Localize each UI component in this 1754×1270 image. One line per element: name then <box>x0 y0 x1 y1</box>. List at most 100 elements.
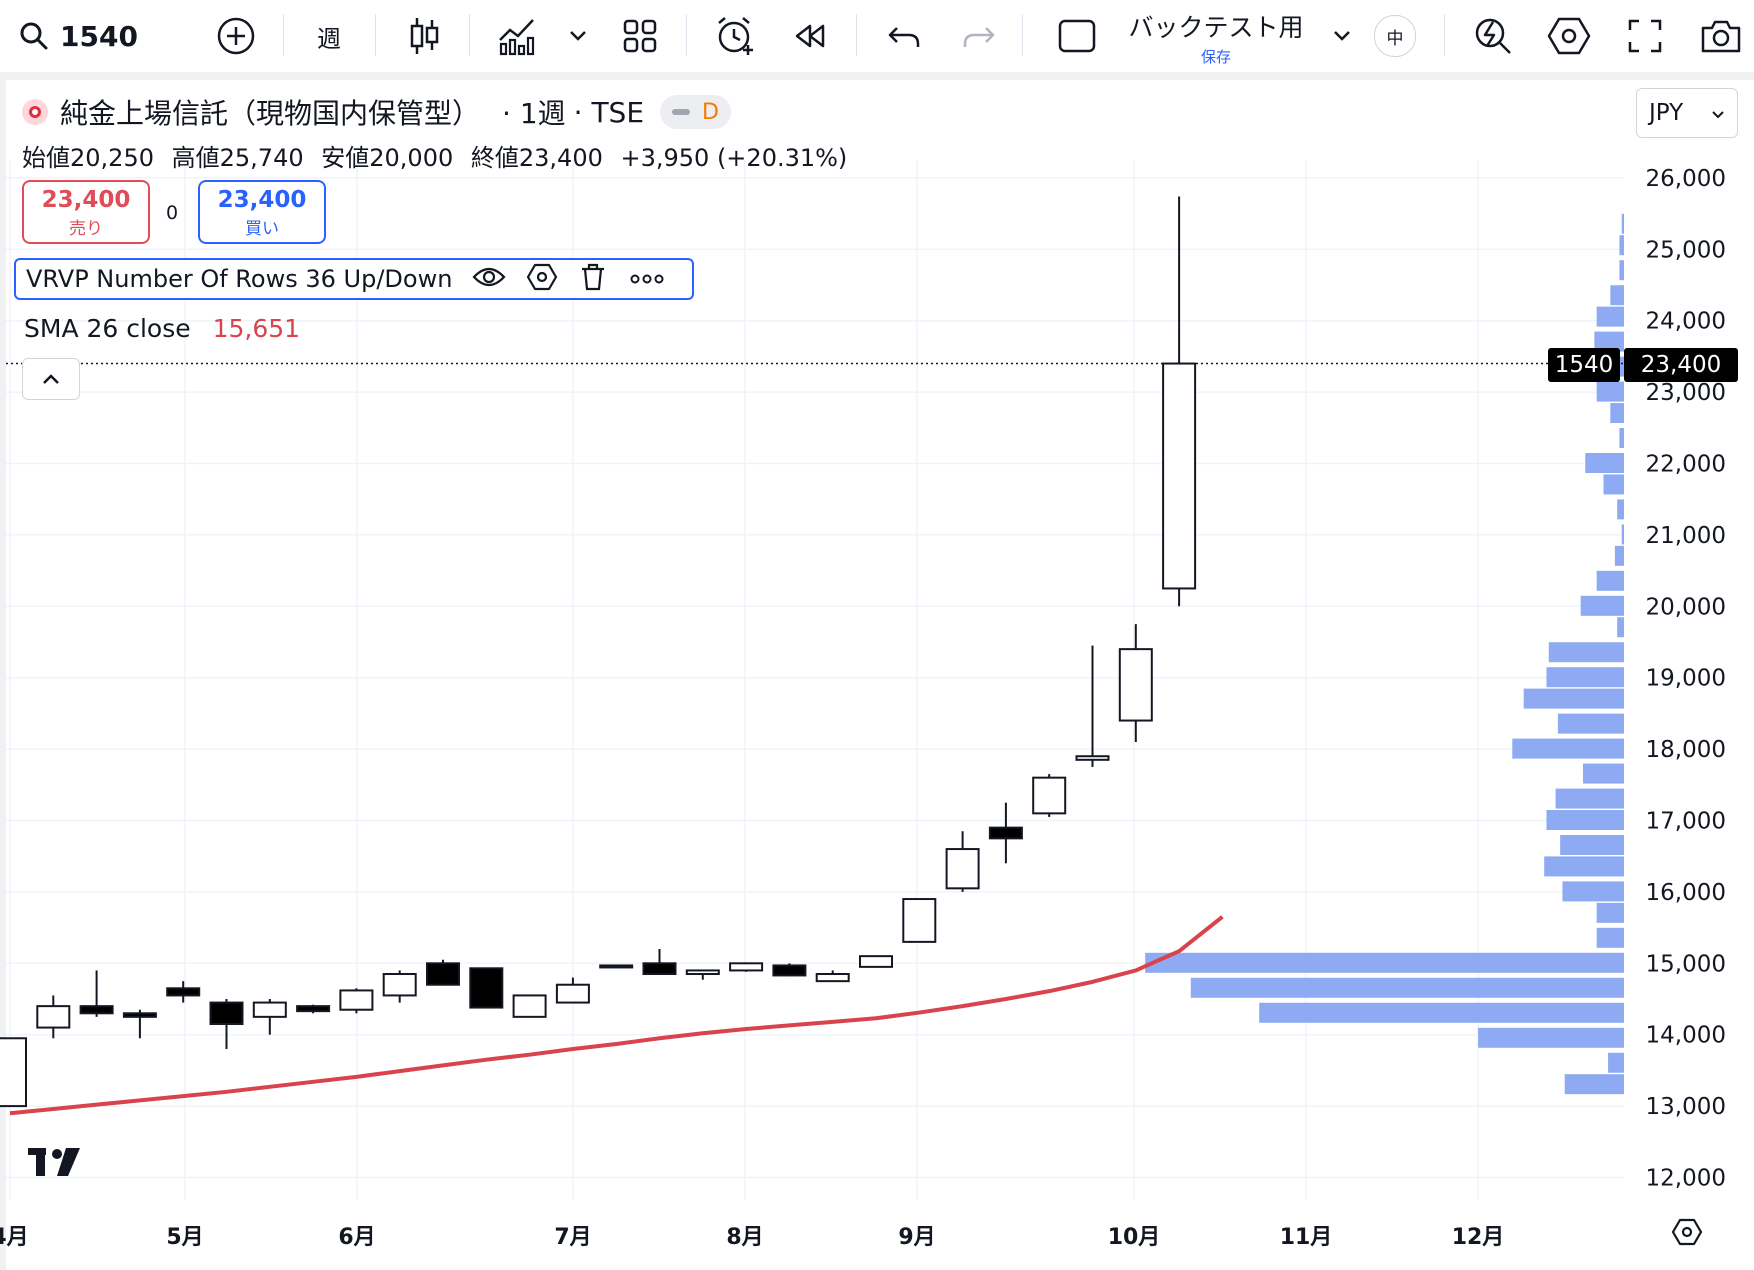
search-icon <box>18 20 50 52</box>
candle-body <box>252 1001 287 1018</box>
low-label: 安値 <box>321 144 370 172</box>
y-tick-label: 26,000 <box>1646 166 1726 192</box>
x-tick-label: 8月 <box>726 1225 763 1250</box>
x-tick-label: 5月 <box>166 1225 203 1250</box>
grid-icon <box>622 18 658 54</box>
volume-profile-bar <box>1596 306 1624 327</box>
y-tick-label: 15,000 <box>1646 951 1726 977</box>
settings-button[interactable] <box>1544 0 1594 72</box>
snapshot-button[interactable] <box>1694 0 1748 72</box>
layout-button[interactable] <box>1050 0 1104 72</box>
candle-body <box>1032 776 1067 815</box>
indicators-button[interactable] <box>493 0 541 72</box>
axis-settings-icon <box>1671 1218 1703 1246</box>
high-label: 高値 <box>171 144 220 172</box>
settings-icon[interactable] <box>526 263 558 295</box>
indicators-icon <box>497 16 537 56</box>
symbol-interval: · 1週 <box>502 97 566 130</box>
candle-body <box>1162 362 1197 590</box>
vrvp-label: VRVP Number Of Rows 36 Up/Down <box>26 265 453 293</box>
symbol-legend[interactable]: 純金上場信託（現物国内保管型） · 1週 · TSE D <box>22 92 731 132</box>
sma-value: 15,651 <box>212 314 301 343</box>
layout-name-block[interactable]: バックテスト用 保存 <box>1120 8 1312 67</box>
volume-profile-bar <box>1546 810 1624 830</box>
currency-selector[interactable]: JPY <box>1636 88 1738 138</box>
top-toolbar: 1540 週 バックテスト用 保存 中 <box>0 0 1754 72</box>
volume-profile-bar <box>1610 285 1624 306</box>
indicators-dropdown-button[interactable] <box>562 0 594 72</box>
volume-profile-bar <box>1560 834 1624 855</box>
alert-button[interactable] <box>710 0 760 72</box>
volume-profile-bar <box>1512 738 1624 759</box>
chevron-down-icon <box>568 30 588 42</box>
quick-search-button[interactable] <box>1468 0 1518 72</box>
buy-button[interactable]: 23,400 買い <box>198 180 326 244</box>
sma-line-layer <box>9 915 1224 1116</box>
currency-label: JPY <box>1649 100 1684 126</box>
redo-button[interactable] <box>955 0 1003 72</box>
rewind-icon <box>793 21 829 51</box>
x-tick-label: 11月 <box>1280 1225 1333 1250</box>
volume-profile-bar <box>1544 856 1624 877</box>
buy-price: 23,400 <box>217 187 307 213</box>
y-tick-label: 18,000 <box>1646 737 1726 763</box>
volume-profile-bar <box>1619 235 1624 256</box>
volume-profile-bar <box>1562 881 1624 902</box>
y-tick-label: 19,000 <box>1646 666 1726 692</box>
interval-button[interactable]: 週 <box>317 24 341 53</box>
sell-price: 23,400 <box>41 187 131 213</box>
sma-legend[interactable]: SMA 26 close 15,651 <box>24 314 300 343</box>
undo-button[interactable] <box>880 0 928 72</box>
chart-type-button[interactable] <box>398 0 450 72</box>
volume-profile-bar <box>1619 428 1624 449</box>
vrvp-indicator-legend[interactable]: VRVP Number Of Rows 36 Up/Down <box>14 258 694 300</box>
buy-label: 買い <box>245 219 279 239</box>
volume-profile-bar <box>1617 499 1624 520</box>
replay-button[interactable] <box>786 0 836 72</box>
volume-profile-bar <box>1580 595 1624 616</box>
candle-body <box>555 983 590 1004</box>
y-tick-label: 22,000 <box>1646 452 1726 478</box>
trash-icon[interactable] <box>580 263 606 295</box>
y-tick-label: 25,000 <box>1646 237 1726 263</box>
camera-icon <box>1699 18 1743 54</box>
profile-badge[interactable]: 中 <box>1374 0 1416 72</box>
more-icon[interactable] <box>630 270 664 289</box>
y-tick-label: 24,000 <box>1646 309 1726 335</box>
sma-line <box>9 915 1224 1116</box>
gear-icon <box>1547 16 1591 56</box>
eye-icon[interactable] <box>472 265 506 293</box>
low-value: 20,000 <box>369 144 454 172</box>
candle-body <box>815 973 850 983</box>
volume-profile-bar <box>1596 381 1624 402</box>
price-axis: 12,000 13,000 14,000 15,000 16,000 17,000 18,0… <box>1646 166 1726 1192</box>
symbol-search[interactable]: 1540 <box>18 0 158 72</box>
fullscreen-button[interactable] <box>1620 0 1670 72</box>
compare-add-button[interactable] <box>210 0 262 72</box>
collapse-legend-button[interactable] <box>22 358 80 400</box>
close-value: 23,400 <box>518 144 603 172</box>
y-tick-label: 21,000 <box>1646 523 1726 549</box>
candle-body <box>772 964 807 977</box>
layout-grid-button[interactable] <box>614 0 666 72</box>
candle-body <box>642 962 677 976</box>
volume-profile-bar <box>1621 524 1624 545</box>
volume-profile-bar <box>1190 977 1624 998</box>
undo-icon <box>887 22 921 50</box>
y-tick-label: 23,000 <box>1646 380 1726 406</box>
ohlc-values: 始値20,250 高値25,740 安値20,000 終値23,400 +3,9… <box>22 138 847 173</box>
chevron-down-icon <box>1332 30 1352 42</box>
open-value: 20,250 <box>70 144 154 172</box>
time-axis: 4月 5月 6月 7月 8月 9月 10月 11月 12月 <box>0 1225 1504 1250</box>
last-price-symbol-tag: 1540 <box>1548 348 1620 382</box>
symbol-name: 純金上場信託（現物国内保管型） <box>60 97 481 130</box>
close-label: 終値 <box>470 144 519 172</box>
candle-body <box>122 1012 157 1018</box>
candle-body <box>0 1037 27 1108</box>
symbol-exchange: · TSE <box>573 95 645 129</box>
sell-label: 売り <box>69 219 103 239</box>
alarm-clock-icon <box>714 15 756 57</box>
volume-profile-bar <box>1608 1052 1624 1073</box>
layout-dropdown-button[interactable] <box>1326 0 1358 72</box>
sell-button[interactable]: 23,400 売り <box>22 180 150 244</box>
